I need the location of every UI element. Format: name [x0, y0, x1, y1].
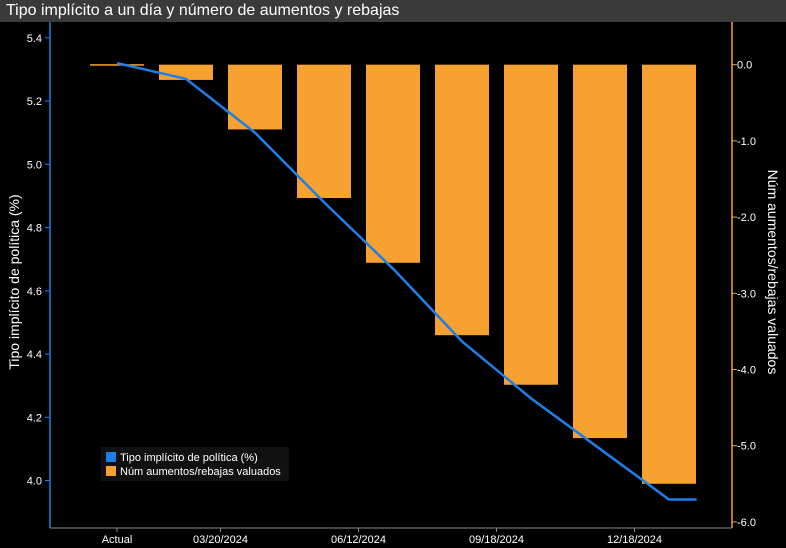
x-tick-label-0: Actual — [102, 534, 133, 546]
bar-5 — [504, 64, 558, 385]
left-tick-label-7: 5.4 — [27, 33, 42, 45]
bar-4 — [435, 64, 489, 336]
left-tick-label-5: 5.0 — [27, 159, 42, 171]
legend-swatch-line — [106, 452, 116, 462]
bar-series — [90, 64, 696, 484]
bar-7 — [642, 64, 696, 484]
left-tick-label-0: 4.0 — [27, 476, 42, 488]
legend: Tipo implícito de política (%) Núm aumen… — [101, 447, 289, 481]
right-tick-label-6: -6.0 — [737, 517, 756, 529]
chart-title: Tipo implícito a un día y número de aume… — [0, 0, 786, 22]
bar-actual — [90, 64, 144, 66]
legend-swatch-bar — [106, 466, 116, 476]
bar-3 — [366, 64, 420, 263]
bar-2 — [297, 64, 351, 199]
left-tick-label-2: 4.4 — [27, 349, 42, 361]
legend-box — [101, 447, 289, 481]
right-tick-label-5: -5.0 — [737, 441, 756, 453]
right-axis: 0.0 -1.0 -2.0 -3.0 -4.0 -5.0 -6.0 — [731, 22, 756, 529]
right-tick-label-0: 0.0 — [737, 60, 752, 72]
right-tick-label-4: -4.0 — [737, 364, 756, 376]
right-tick-label-1: -1.0 — [737, 136, 756, 148]
bar-1 — [228, 64, 282, 130]
legend-label-line: Tipo implícito de política (%) — [120, 452, 258, 464]
left-tick-label-6: 5.2 — [27, 96, 42, 108]
policy-rate-line — [116, 61, 697, 501]
left-axis-label: Tipo implícito de política (%) — [6, 194, 22, 369]
bar-0 — [159, 64, 213, 80]
left-tick-label-1: 4.2 — [27, 412, 42, 424]
line-series — [116, 61, 697, 501]
x-tick-label-1: 03/20/2024 — [193, 534, 248, 546]
right-axis-label: Núm aumentos/rebajas valuados — [765, 170, 781, 375]
left-tick-label-4: 4.8 — [27, 223, 42, 235]
chart-area: 4.0 4.2 4.4 4.6 4.8 5.0 5.2 5.4 0.0 -1.0 -2.0 -3.0… — [6, 22, 781, 546]
right-tick-label-3: -3.0 — [737, 288, 756, 300]
x-tick-label-4: 12/18/2024 — [607, 534, 662, 546]
x-axis: Actual 03/20/2024 06/12/2024 09/18/2024 12/1… — [50, 527, 732, 546]
right-tick-label-2: -2.0 — [737, 212, 756, 224]
x-tick-label-2: 06/12/2024 — [331, 534, 386, 546]
bar-6 — [573, 64, 627, 439]
legend-label-bar: Núm aumentos/rebajas valuados — [120, 466, 281, 478]
left-axis: 4.0 4.2 4.4 4.6 4.8 5.0 5.2 5.4 — [27, 22, 51, 528]
left-tick-label-3: 4.6 — [27, 286, 42, 298]
x-tick-label-3: 09/18/2024 — [469, 534, 524, 546]
